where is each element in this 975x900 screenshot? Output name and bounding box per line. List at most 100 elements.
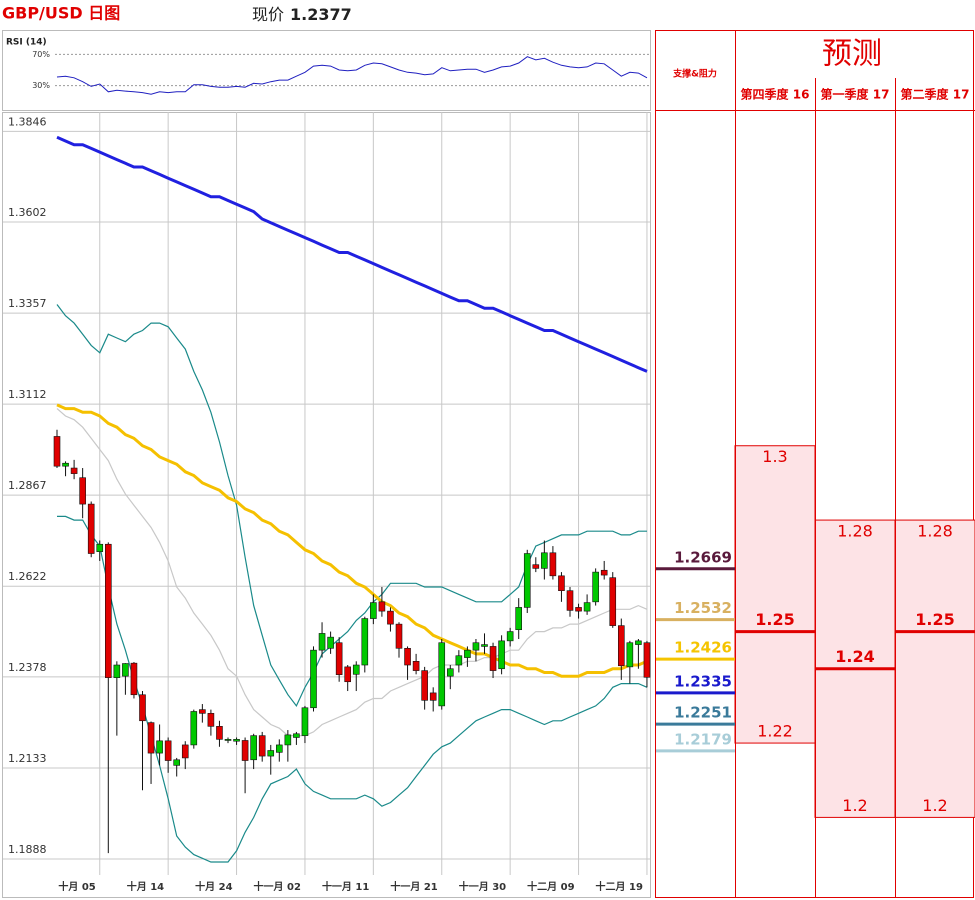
- forecast-range: [734, 445, 816, 744]
- candle-body: [549, 552, 557, 577]
- x-tick-label: 十月 24: [195, 880, 232, 893]
- x-tick-label: 十一月 02: [254, 880, 301, 893]
- candle-body: [122, 663, 129, 677]
- candle-body: [267, 750, 275, 757]
- candle-body: [352, 664, 360, 675]
- candle-body: [233, 739, 240, 742]
- levels-title: 支撑&阻力: [672, 68, 717, 80]
- candle-body: [370, 602, 377, 619]
- forecast-mid-label: 1.25: [915, 610, 954, 629]
- candle-body: [344, 666, 352, 683]
- level-label: 1.2179: [674, 730, 732, 748]
- candle-body: [446, 668, 454, 677]
- candle-body: [643, 642, 651, 678]
- candle-body: [284, 734, 292, 746]
- x-tick-label: 十一月 30: [459, 880, 506, 893]
- candle-body: [387, 610, 394, 625]
- candle-body: [412, 661, 420, 671]
- price-value: 1.2377: [290, 5, 352, 24]
- candle-body: [318, 633, 326, 651]
- rsi-frame: [2, 30, 651, 111]
- candle-body: [583, 602, 591, 612]
- candle-body: [378, 601, 386, 612]
- y-tick-label: 1.2133: [8, 752, 47, 765]
- candle-body: [293, 733, 300, 738]
- level-label: 1.2251: [674, 704, 732, 722]
- candle-body: [455, 655, 463, 666]
- rsi-panel: RSI (14) 70% 30%: [6, 38, 650, 95]
- candle-body: [87, 503, 95, 554]
- candle-body: [105, 543, 112, 678]
- column-header: 第二季度 17: [901, 87, 970, 102]
- candle-body: [173, 759, 180, 766]
- indicator-line: [56, 135, 648, 373]
- y-tick-label: 1.3602: [8, 206, 47, 219]
- level-label: 1.2426: [674, 639, 732, 657]
- forecast-low-label: 1.2: [842, 796, 867, 815]
- candle-body: [438, 642, 446, 707]
- candle-body: [147, 722, 155, 754]
- forecast-low-label: 1.2: [922, 796, 947, 815]
- candle-body: [250, 735, 257, 761]
- candle-body: [113, 664, 121, 678]
- forecast-high-label: 1.3: [762, 447, 787, 466]
- x-tick-label: 十一月 21: [390, 880, 437, 893]
- level-label: 1.2669: [674, 548, 732, 566]
- candle-body: [506, 631, 514, 642]
- candle-body: [575, 607, 582, 612]
- current-price: 现价 1.2377: [252, 5, 352, 24]
- candle-body: [395, 623, 403, 649]
- candle-body: [472, 642, 480, 651]
- column-header: 第四季度 16: [741, 87, 810, 102]
- main-panel: 1.3846 1.3602 1.3357 1.3112 1.2867 1.2622 1.23…: [3, 112, 651, 893]
- forecast-low-label: 1.22: [757, 722, 793, 741]
- candle-body: [96, 543, 104, 552]
- y-tick-label: 1.3357: [8, 297, 47, 310]
- candle-body: [241, 740, 249, 761]
- indicator-line: [56, 304, 647, 708]
- rsi-tick-label: 70%: [32, 50, 50, 59]
- indicator-line: [56, 408, 648, 737]
- column-header: 第一季度 17: [821, 87, 890, 102]
- forecast-title: 预测: [822, 37, 882, 72]
- y-tick-label: 1.3846: [8, 115, 47, 128]
- y-tick-label: 1.2867: [8, 479, 47, 492]
- level-label: 1.2335: [674, 672, 732, 690]
- candle-body: [541, 552, 548, 569]
- candle-body: [532, 564, 540, 569]
- y-tick-label: 1.2378: [8, 661, 47, 674]
- forecast-high-label: 1.28: [837, 522, 873, 541]
- candle-body: [626, 642, 634, 668]
- candle-body: [258, 735, 266, 757]
- page-title: GBP/USD 日图: [2, 4, 120, 23]
- forecast-range: [894, 519, 975, 818]
- main-frame: [2, 112, 651, 898]
- candle-body: [429, 692, 437, 701]
- candle-body: [523, 553, 531, 608]
- x-tick-label: 十二月 19: [596, 880, 643, 893]
- rsi-title: RSI (14): [6, 38, 47, 48]
- candle-body: [130, 662, 138, 696]
- rsi-tick-label: 30%: [32, 81, 50, 90]
- candle-body: [515, 607, 523, 631]
- level-label: 1.2532: [674, 599, 732, 617]
- candle-body: [164, 740, 172, 761]
- candle-body: [156, 740, 163, 754]
- x-tick-label: 十月 14: [127, 880, 164, 893]
- indicator-line: [56, 403, 648, 678]
- x-tick-label: 十一月 11: [322, 880, 369, 893]
- candle-body: [489, 646, 497, 671]
- candle-body: [53, 436, 61, 467]
- forecast-mid-label: 1.24: [835, 647, 874, 666]
- candle-body: [207, 713, 215, 727]
- candle-body: [617, 625, 625, 667]
- candle-body: [335, 642, 343, 675]
- candle-body: [199, 709, 206, 714]
- y-tick-label: 1.1888: [8, 843, 47, 856]
- candle-body: [70, 467, 78, 474]
- y-tick-label: 1.2622: [8, 570, 47, 583]
- candle-body: [404, 647, 411, 666]
- candle-body: [310, 649, 317, 709]
- candle-body: [301, 707, 309, 736]
